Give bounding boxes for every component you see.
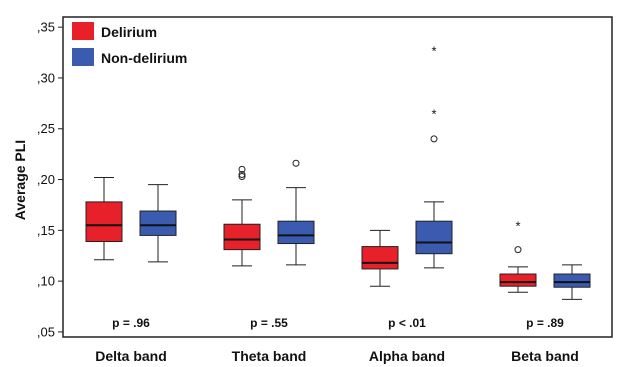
outlier-point [430,135,438,143]
legend-swatch-non-delirium [72,48,94,66]
p-value-label: p = .89 [526,316,564,330]
box-layer: *** [85,44,591,300]
box-iqr [277,220,315,245]
box-plot [139,184,177,263]
x-category-label: Beta band [511,348,579,364]
outlier-point [238,165,246,173]
p-value-layer: p = .96 p = .55 p < .01 p = .89 [112,316,564,330]
box-iqr [85,201,123,243]
p-value-label: p = .96 [112,316,150,330]
box-plot [277,159,315,266]
y-tick-label: ,20 [37,172,55,187]
box-iqr [415,220,453,255]
outlier-point [514,246,522,254]
box-plot [553,264,591,300]
extreme-point: * [431,107,436,122]
legend: Delirium Non-delirium [72,22,187,66]
box-iqr [553,273,591,288]
box-plot: * [499,218,537,293]
p-value-label: p = .55 [250,316,288,330]
box-iqr [139,210,177,236]
x-category-label: Theta band [232,348,307,364]
extreme-point: * [431,44,436,59]
legend-swatch-delirium [72,22,94,40]
box-plot [223,165,261,267]
legend-label-delirium: Delirium [101,24,157,40]
legend-label-non-delirium: Non-delirium [101,50,187,66]
x-category-label: Delta band [95,348,167,364]
y-tick-label: ,15 [37,223,55,238]
outlier-point [238,170,246,178]
y-tick-label: ,30 [37,70,55,85]
y-tick-label: ,05 [37,324,55,339]
y-tick-label: ,10 [37,274,55,289]
box-iqr [361,246,399,270]
box-plot [361,229,399,287]
outlier-point [292,159,300,167]
extreme-point: * [515,218,520,233]
box-plot [85,177,123,261]
y-axis-label: Average PLI [12,140,28,220]
y-tick-label: ,25 [37,121,55,136]
x-axis-categories: Delta band Theta band Alpha band Beta band [95,348,579,364]
y-axis: ,05 ,10 ,15 ,20 ,25 ,30 ,35 [37,20,63,339]
box-plot: ** [415,44,453,269]
box-iqr [499,273,537,287]
y-tick-label: ,35 [37,20,55,35]
box-iqr [223,223,261,251]
p-value-label: p < .01 [388,316,426,330]
outlier-point [238,172,246,180]
x-category-label: Alpha band [369,348,445,364]
